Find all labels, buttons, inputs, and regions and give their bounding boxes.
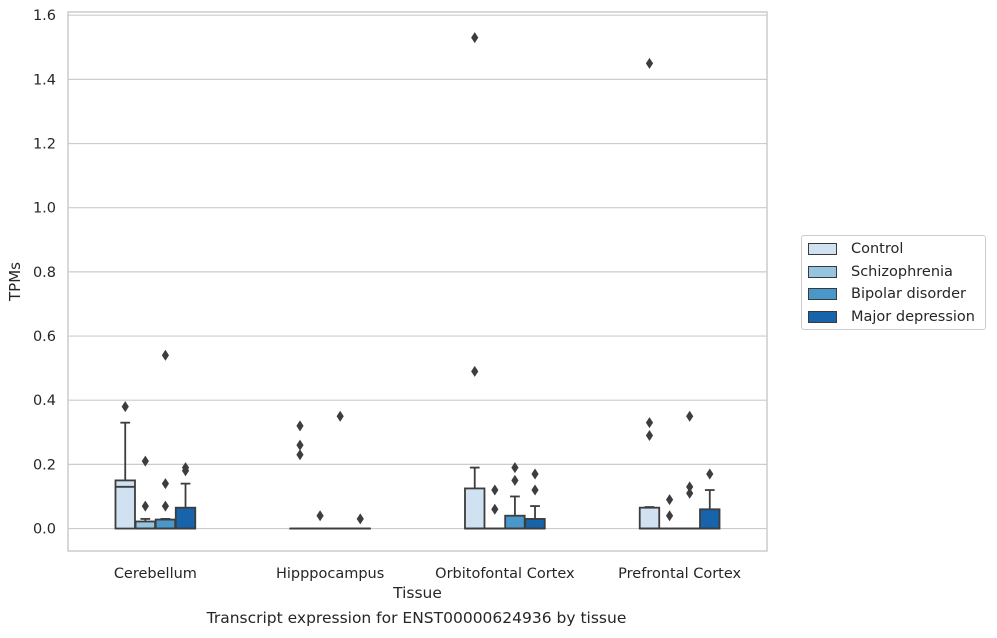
box <box>638 506 661 530</box>
grid-lines <box>68 14 767 530</box>
y-tick-label: 0.8 <box>33 265 56 281</box>
outlier-point <box>645 57 654 69</box>
outlier-point <box>511 462 519 474</box>
outlier-point <box>511 474 519 486</box>
legend-label: Control <box>851 241 904 257</box>
outlier-point <box>686 410 694 422</box>
legend-swatch <box>808 288 837 300</box>
legend-item: Control <box>808 240 903 258</box>
y-tick-label: 0.2 <box>33 457 56 473</box>
outlier-point <box>471 365 479 377</box>
outlier-point <box>296 420 304 432</box>
outlier-point <box>471 32 479 44</box>
box <box>114 479 136 530</box>
legend-label: Bipolar disorder <box>851 286 966 302</box>
y-tick-label: 0.6 <box>33 329 56 345</box>
box-bipolar-disorder <box>679 410 701 530</box>
legend-swatch <box>808 310 837 323</box>
outlier-point <box>645 430 654 441</box>
box-schizophrenia <box>134 455 156 530</box>
outlier-point <box>356 513 364 525</box>
box <box>174 506 197 530</box>
outlier-point <box>161 500 170 512</box>
outlier-point <box>665 494 674 506</box>
box-major-depression <box>524 468 546 530</box>
legend-item: Major depression <box>808 308 975 326</box>
x-tick-label: Orbitofontal Cortex <box>435 566 575 582</box>
outlier-point <box>531 484 539 496</box>
box-control <box>114 401 136 530</box>
plot-frame <box>67 11 768 552</box>
y-tick-label: 1.2 <box>33 137 56 153</box>
box <box>504 514 526 530</box>
outlier-point <box>645 417 654 429</box>
y-tick-label: 0.4 <box>33 393 56 409</box>
box <box>699 508 721 530</box>
legend-label: Schizophrenia <box>851 263 953 280</box>
legend-label: Major depression <box>851 308 975 325</box>
box-bipolar-disorder <box>154 349 177 530</box>
box-schizophrenia <box>658 494 681 530</box>
box-bipolar-disorder <box>504 462 526 530</box>
box-major-depression <box>699 468 721 530</box>
box-control <box>638 57 661 530</box>
outlier-point <box>161 349 170 361</box>
box <box>134 520 156 530</box>
box-bipolar-disorder <box>329 410 351 530</box>
y-tick-labels: 0.0 0.2 0.4 0.6 0.8 1.0 1.2 1.4 1.6 <box>33 8 56 537</box>
box <box>154 518 177 530</box>
legend: Control Schizophrenia Bipolar disorder Majo… <box>801 235 986 330</box>
x-tick-label: Prefrontal Cortex <box>618 566 741 582</box>
outlier-point <box>665 510 674 522</box>
box-schizophrenia <box>309 510 331 530</box>
y-tick-label: 0.0 <box>33 522 56 538</box>
y-tick-label: 1.6 <box>33 8 56 24</box>
box <box>464 487 486 530</box>
outlier-point <box>491 503 499 515</box>
box-schizophrenia <box>484 484 506 530</box>
box-control <box>464 32 486 530</box>
outlier-point <box>141 500 149 512</box>
x-tick-labels: Cerebellum Hipppocampus Orbitofontal Corte… <box>114 566 742 582</box>
outlier-point <box>181 462 190 474</box>
outlier-point <box>491 484 499 496</box>
box-plot-marks <box>114 32 721 530</box>
box-control <box>289 420 311 530</box>
legend-item: Schizophrenia <box>808 263 953 281</box>
outlier-point <box>141 455 149 467</box>
outlier-point <box>686 487 694 499</box>
box-major-depression <box>174 462 197 530</box>
x-tick-label: Cerebellum <box>114 566 197 582</box>
legend-swatch <box>808 265 837 278</box>
box-major-depression <box>349 513 371 530</box>
outlier-point <box>296 449 304 461</box>
x-axis-label: Tissue <box>392 584 442 602</box>
outlier-point <box>686 481 694 493</box>
outlier-point <box>336 410 344 422</box>
outlier-point <box>121 401 129 413</box>
y-tick-label: 1.4 <box>33 72 56 88</box>
x-tick-label: Hipppocampus <box>276 566 384 582</box>
outlier-point <box>296 439 304 451</box>
y-axis-label: TPMs <box>6 262 24 302</box>
outlier-point <box>706 468 714 480</box>
outlier-point <box>316 510 324 522</box>
chart-caption: Transcript expression for ENST0000062493… <box>206 609 627 627</box>
outlier-point <box>531 468 539 480</box>
y-tick-label: 1.0 <box>33 201 56 217</box>
box <box>524 518 546 530</box>
outlier-point <box>161 478 170 490</box>
legend-item: Bipolar disorder <box>808 285 966 303</box>
legend-swatch <box>808 243 837 255</box>
